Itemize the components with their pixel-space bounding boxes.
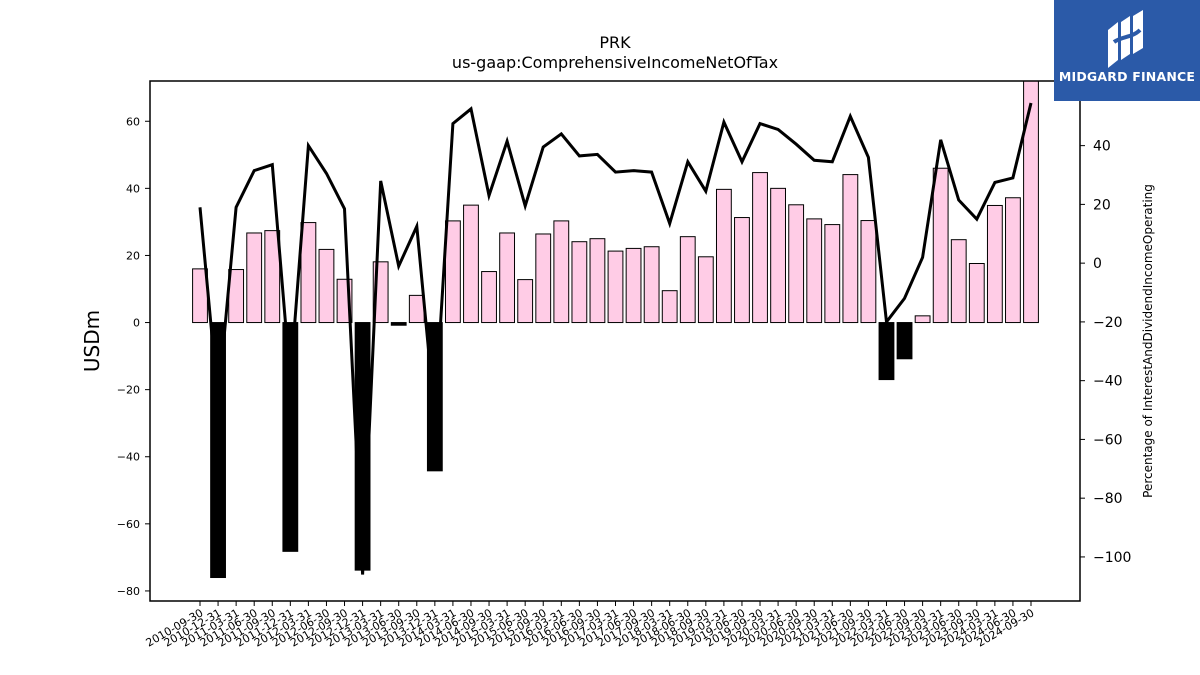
- y-tick-label-right: −80: [1093, 491, 1123, 507]
- y-tick-label-right: −100: [1093, 550, 1131, 566]
- bar: [445, 220, 461, 324]
- bar: [842, 174, 859, 324]
- bar: [679, 236, 696, 324]
- y-tick-label-left: 20: [126, 249, 140, 262]
- logo-text: MIDGARD FINANCE: [1058, 69, 1196, 84]
- y-tick-label-left: −40: [117, 451, 140, 464]
- bar: [878, 322, 895, 381]
- y-tick-label-left: −60: [117, 518, 140, 531]
- bar: [715, 188, 732, 324]
- bar: [860, 220, 877, 324]
- bar: [571, 241, 588, 324]
- bar: [481, 271, 497, 324]
- bar: [553, 220, 570, 324]
- y-tick-label-left: 0: [133, 317, 140, 330]
- y-axis-label-right: Percentage of InterestAndDividendIncomeO…: [1141, 184, 1155, 498]
- y-tick-label-right: −40: [1093, 374, 1123, 390]
- y-axis-left: −80 −60 −40 −20 0 20 40 60: [117, 115, 150, 598]
- bar: [1005, 197, 1021, 324]
- bar: [770, 187, 786, 324]
- bar: [300, 222, 317, 324]
- y-tick-label-right: 40: [1093, 139, 1111, 155]
- bar: [932, 167, 949, 324]
- bar: [824, 224, 841, 324]
- y-tick-label-right: −60: [1093, 432, 1123, 448]
- y-tick-label-right: −20: [1093, 315, 1123, 331]
- bar: [950, 239, 967, 324]
- y-tick-label-left: 60: [126, 115, 140, 128]
- bar: [914, 315, 931, 324]
- bar: [517, 279, 534, 324]
- bar: [643, 246, 660, 324]
- y-tick-label-right: 0: [1093, 256, 1102, 272]
- bar: [463, 204, 479, 324]
- bar: [318, 248, 335, 324]
- chart-subtitle: us-gaap:ComprehensiveIncomeNetOfTax: [452, 53, 778, 72]
- y-axis-right: −100 −80 −60 −40 −20 0 20 40: [1080, 139, 1131, 566]
- bar: [788, 204, 805, 324]
- bar: [806, 218, 823, 324]
- bar: [589, 238, 606, 324]
- bar: [246, 232, 263, 324]
- bar: [734, 217, 750, 324]
- bar: [408, 294, 425, 324]
- bar: [535, 233, 552, 324]
- bars-group: [192, 80, 1039, 579]
- bar: [661, 290, 678, 324]
- bar: [264, 230, 281, 324]
- y-axis-label-left: USDm: [80, 310, 104, 372]
- logo-mark-icon: [1108, 10, 1143, 68]
- y-tick-label-left: −20: [117, 384, 140, 397]
- y-tick-label-left: 40: [126, 182, 140, 195]
- y-tick-label-left: −80: [117, 585, 140, 598]
- bar: [752, 172, 768, 324]
- y-tick-label-right: 20: [1093, 197, 1111, 213]
- bar: [607, 250, 624, 324]
- bar: [390, 322, 407, 326]
- bar: [697, 256, 714, 324]
- bar: [210, 322, 226, 579]
- series-line: [198, 102, 1033, 575]
- brand-logo: MIDGARD FINANCE: [1054, 0, 1200, 101]
- bar: [625, 247, 642, 324]
- x-axis: 2010-09-302010-12-312011-03-312011-06-30…: [144, 601, 1037, 650]
- bar: [282, 322, 299, 552]
- bar: [968, 263, 985, 324]
- bar: [896, 322, 913, 360]
- chart-title: PRK: [599, 33, 631, 52]
- bar: [499, 232, 516, 324]
- bar: [1023, 80, 1039, 324]
- bar: [986, 204, 1003, 324]
